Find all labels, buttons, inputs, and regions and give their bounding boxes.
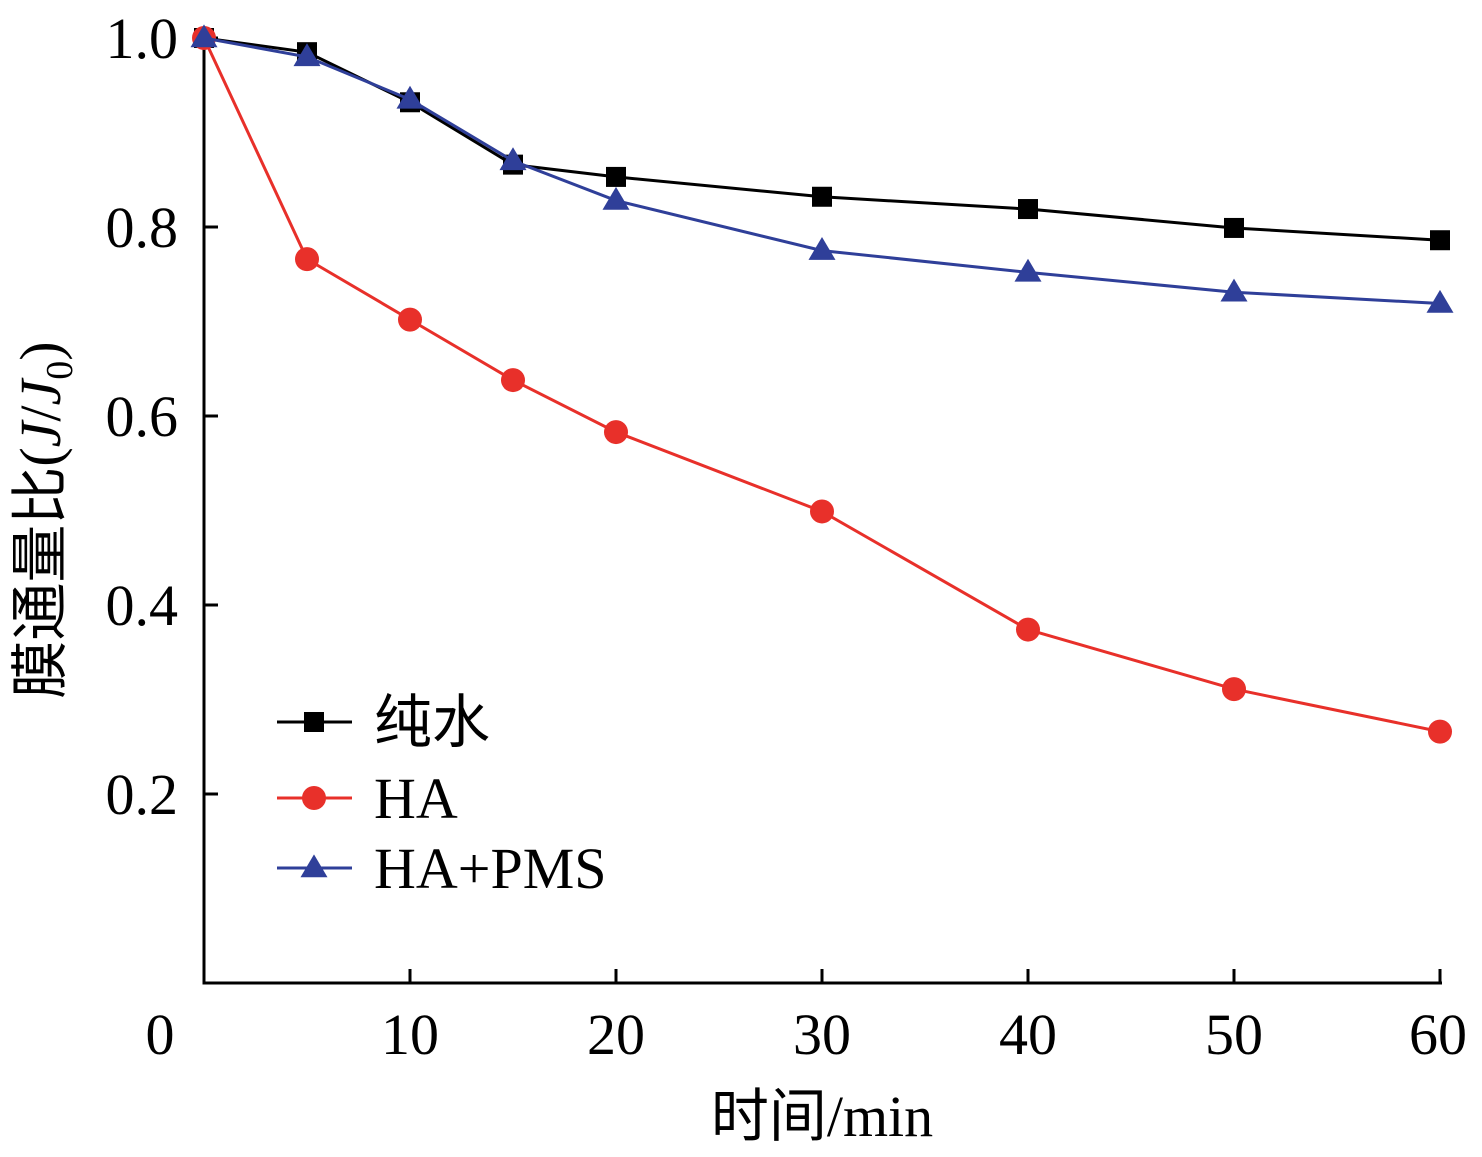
y-axis-title-prefix: 膜通量比(	[8, 447, 73, 698]
legend-entry: HA	[277, 766, 458, 831]
y-tick-label: 0.6	[106, 384, 179, 449]
data-point	[1430, 230, 1450, 251]
data-point	[396, 85, 424, 109]
y-tick-label: 0.8	[106, 195, 179, 260]
y-axis-title-slash: /	[8, 405, 73, 422]
data-point	[302, 786, 326, 810]
y-tick-label: 0.4	[106, 573, 179, 638]
data-point	[810, 499, 834, 524]
series-line	[203, 36, 1441, 242]
data-point	[604, 420, 628, 445]
y-tick-label: 1.0	[106, 6, 179, 71]
data-point	[1222, 677, 1246, 702]
legend-entry: HA+PMS	[277, 836, 607, 901]
x-ticks: 0 10 20 30 40 50 60	[146, 969, 1467, 1067]
data-point	[300, 854, 328, 878]
y-axis-title: 膜通量比(J/J0)	[8, 341, 81, 698]
data-point	[1428, 719, 1452, 744]
x-tick-label: 10	[381, 1002, 439, 1067]
y-axis-title-subscript: 0	[39, 361, 81, 380]
legend-label: 纯水	[374, 690, 490, 755]
y-axis-title-j: J	[8, 418, 73, 447]
data-point	[1426, 289, 1454, 313]
x-tick-label: 0	[146, 1002, 175, 1067]
data-point	[190, 24, 218, 48]
data-point	[501, 368, 525, 393]
data-point	[602, 186, 630, 210]
data-point	[1224, 217, 1244, 238]
data-point	[1016, 617, 1040, 642]
data-point	[304, 712, 324, 732]
y-axis-title-j0: J	[8, 376, 73, 405]
data-point	[1014, 258, 1042, 282]
x-tick-label: 30	[793, 1002, 851, 1067]
series-纯水	[194, 28, 1450, 251]
series-line	[203, 36, 1441, 306]
data-point	[812, 186, 832, 207]
y-tick-label: 0.2	[106, 762, 179, 827]
data-point	[1018, 199, 1038, 220]
x-axis-title: 时间/min	[711, 1084, 933, 1149]
data-point	[398, 307, 422, 332]
x-tick-label: 20	[587, 1002, 645, 1067]
data-point	[808, 236, 836, 260]
data-point	[1220, 278, 1248, 302]
series-HA+PMS	[190, 24, 1454, 313]
data-point	[295, 247, 319, 272]
legend-entry: 纯水	[277, 690, 490, 755]
x-tick-label: 50	[1205, 1002, 1263, 1067]
series-HA	[192, 26, 1452, 744]
data-point	[606, 166, 626, 187]
series-line	[202, 37, 1441, 734]
x-tick-label: 40	[999, 1002, 1057, 1067]
series-layer	[190, 24, 1454, 744]
y-axis-title-suffix: )	[8, 341, 73, 360]
x-tick-label: 60	[1409, 1002, 1467, 1067]
data-point	[293, 43, 321, 67]
legend-label: HA	[374, 766, 458, 831]
legend-label: HA+PMS	[374, 836, 607, 901]
y-ticks: 0.2 0.4 0.6 0.8 1.0	[106, 6, 218, 827]
data-point	[499, 147, 527, 171]
